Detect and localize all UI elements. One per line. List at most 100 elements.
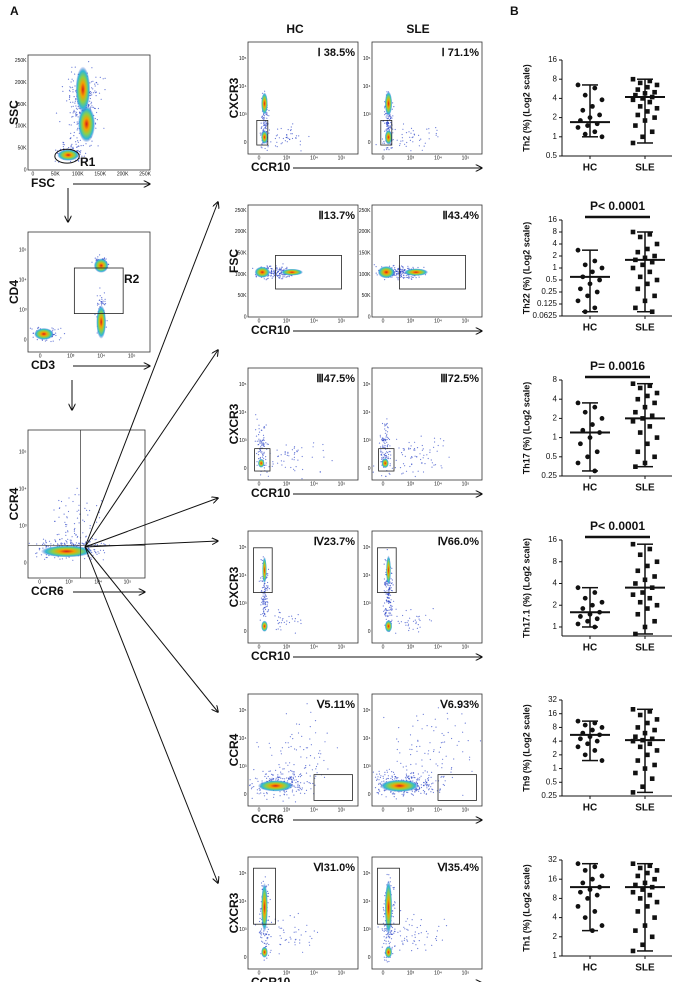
event-dot	[65, 532, 66, 533]
event-dot	[406, 142, 407, 143]
event-dot	[375, 787, 376, 788]
event-dot	[415, 456, 416, 457]
event-dot	[71, 540, 72, 541]
y-axis-label: CXCR3	[227, 77, 241, 118]
event-dot	[410, 734, 411, 735]
event-dot	[70, 542, 71, 543]
event-dot	[393, 601, 394, 602]
event-dot	[412, 277, 413, 278]
y-tick-label: 10⁵	[363, 871, 371, 877]
density-core	[385, 880, 392, 934]
event-dot	[76, 144, 77, 145]
data-point	[578, 286, 583, 291]
event-dot	[293, 764, 294, 765]
event-dot	[250, 784, 251, 785]
event-dot	[265, 128, 266, 129]
event-dot	[277, 620, 278, 621]
y-tick-label: 10⁴	[363, 899, 371, 905]
event-dot	[267, 573, 268, 574]
y-tick-label: 10⁴	[363, 736, 371, 742]
event-dot	[301, 775, 302, 776]
event-dot	[269, 588, 270, 589]
event-dot	[99, 517, 100, 518]
event-dot	[282, 778, 283, 779]
event-dot	[95, 118, 96, 119]
event-dot	[95, 77, 96, 78]
event-dot	[428, 458, 429, 459]
event-dot	[267, 943, 268, 944]
event-dot	[275, 145, 276, 146]
event-dot	[387, 123, 388, 124]
event-dot	[83, 145, 84, 146]
event-dot	[389, 587, 390, 588]
event-dot	[323, 450, 324, 451]
event-dot	[416, 277, 417, 278]
event-dot	[259, 432, 260, 433]
event-dot	[294, 457, 295, 458]
event-dot	[91, 145, 92, 146]
event-dot	[390, 454, 391, 455]
event-dot	[391, 615, 392, 616]
event-dot	[267, 443, 268, 444]
event-dot	[436, 940, 437, 941]
event-dot	[101, 299, 102, 300]
event-dot	[415, 476, 416, 477]
panel-label: A	[10, 4, 19, 18]
event-dot	[76, 112, 77, 113]
event-dot	[97, 303, 98, 304]
event-dot	[286, 137, 287, 138]
event-dot	[401, 473, 402, 474]
event-dot	[53, 509, 54, 510]
event-dot	[253, 786, 254, 787]
y-tick-label: 0.25	[541, 287, 557, 296]
data-point	[652, 574, 657, 579]
event-dot	[379, 791, 380, 792]
event-dot	[252, 798, 253, 799]
event-dot	[296, 466, 297, 467]
data-point	[576, 461, 581, 466]
event-dot	[386, 609, 387, 610]
event-dot	[386, 600, 387, 601]
event-dot	[103, 301, 104, 302]
event-dot	[384, 279, 385, 280]
density-core	[386, 555, 391, 585]
event-dot	[96, 505, 97, 506]
event-dot	[385, 453, 386, 454]
data-point	[578, 890, 583, 895]
event-dot	[292, 790, 293, 791]
event-dot	[437, 765, 438, 766]
event-dot	[77, 536, 78, 537]
event-dot	[286, 444, 287, 445]
data-point	[645, 85, 650, 90]
event-dot	[266, 114, 267, 115]
event-dot	[286, 624, 287, 625]
x-tick-label: 150K	[94, 171, 106, 177]
event-dot	[287, 765, 288, 766]
event-dot	[385, 476, 386, 477]
event-dot	[256, 276, 257, 277]
event-dot	[62, 91, 63, 92]
event-dot	[262, 603, 263, 604]
event-dot	[90, 103, 91, 104]
data-point	[576, 400, 581, 405]
event-dot	[396, 460, 397, 461]
y-tick-label: 4	[553, 579, 558, 588]
event-dot	[105, 299, 106, 300]
event-dot	[88, 104, 89, 105]
event-dot	[294, 774, 295, 775]
data-point	[648, 596, 653, 601]
event-dot	[412, 267, 413, 268]
event-dot	[314, 757, 315, 758]
y-tick-label: 1	[553, 764, 558, 773]
event-dot	[415, 931, 416, 932]
event-dot	[39, 549, 40, 550]
density-core	[261, 947, 268, 958]
event-dot	[279, 268, 280, 269]
event-dot	[65, 535, 66, 536]
event-dot	[261, 882, 262, 883]
x-tick-label: SLE	[635, 483, 655, 494]
event-dot	[261, 123, 262, 124]
event-dot	[37, 339, 38, 340]
event-dot	[268, 902, 269, 903]
data-point	[631, 592, 636, 597]
